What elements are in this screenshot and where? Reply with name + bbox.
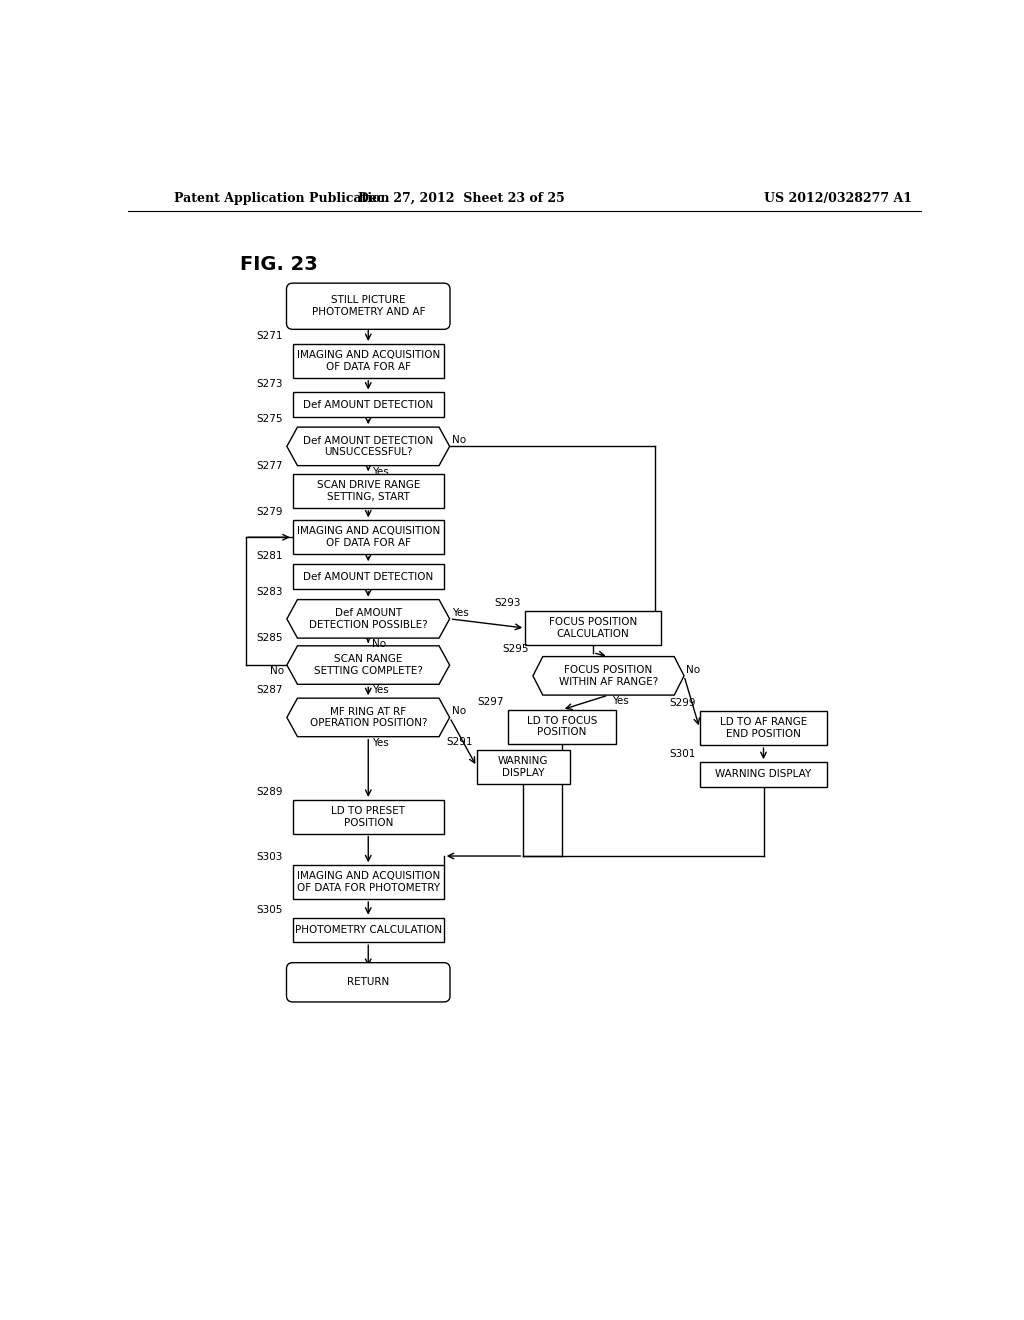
Text: IMAGING AND ACQUISITION
OF DATA FOR AF: IMAGING AND ACQUISITION OF DATA FOR AF [297,350,440,372]
Text: Yes: Yes [452,607,469,618]
Text: S293: S293 [495,598,521,609]
Bar [293,474,443,508]
Text: S271: S271 [256,331,283,341]
Polygon shape [287,698,450,737]
Bar [508,710,616,743]
Text: No: No [686,665,700,675]
Text: Dec. 27, 2012  Sheet 23 of 25: Dec. 27, 2012 Sheet 23 of 25 [357,191,564,205]
Text: S297: S297 [477,697,504,706]
Polygon shape [287,645,450,684]
Bar [293,866,443,899]
Text: Patent Application Publication: Patent Application Publication [174,191,390,205]
Text: MF RING AT RF
OPERATION POSITION?: MF RING AT RF OPERATION POSITION? [309,706,427,729]
Text: LD TO PRESET
POSITION: LD TO PRESET POSITION [331,807,406,828]
Text: S305: S305 [257,904,283,915]
Text: STILL PICTURE
PHOTOMETRY AND AF: STILL PICTURE PHOTOMETRY AND AF [311,296,425,317]
Bar [699,762,827,787]
Text: Def AMOUNT DETECTION
UNSUCCESSFUL?: Def AMOUNT DETECTION UNSUCCESSFUL? [303,436,433,457]
Text: No: No [452,706,466,717]
Text: PHOTOMETRY CALCULATION: PHOTOMETRY CALCULATION [295,925,441,935]
Text: RETURN: RETURN [347,977,389,987]
Text: S295: S295 [503,644,529,653]
Text: Yes: Yes [372,467,389,477]
Text: S303: S303 [257,853,283,862]
Bar [477,750,569,784]
Text: S283: S283 [256,586,283,597]
Text: S285: S285 [256,632,283,643]
Text: Def AMOUNT DETECTION: Def AMOUNT DETECTION [303,572,433,582]
Text: S291: S291 [446,737,473,747]
FancyBboxPatch shape [287,962,450,1002]
Text: FOCUS POSITION
WITHIN AF RANGE?: FOCUS POSITION WITHIN AF RANGE? [559,665,658,686]
Text: Yes: Yes [372,738,389,748]
Text: FIG. 23: FIG. 23 [241,255,318,275]
Text: LD TO FOCUS
POSITION: LD TO FOCUS POSITION [526,715,597,738]
Text: Def AMOUNT
DETECTION POSSIBLE?: Def AMOUNT DETECTION POSSIBLE? [309,609,428,630]
Bar [699,711,827,744]
Text: FOCUS POSITION
CALCULATION: FOCUS POSITION CALCULATION [549,618,637,639]
Text: S273: S273 [256,379,283,389]
Text: WARNING DISPLAY: WARNING DISPLAY [716,770,812,779]
Bar [525,611,660,645]
Bar [293,520,443,554]
Text: LD TO AF RANGE
END POSITION: LD TO AF RANGE END POSITION [720,717,807,739]
Text: S281: S281 [256,552,283,561]
Polygon shape [287,599,450,638]
Text: Yes: Yes [372,685,389,696]
FancyBboxPatch shape [287,284,450,330]
Text: SCAN RANGE
SETTING COMPLETE?: SCAN RANGE SETTING COMPLETE? [313,655,423,676]
Text: Yes: Yes [612,696,629,706]
Bar [293,800,443,834]
Polygon shape [532,656,684,696]
Text: S275: S275 [256,414,283,424]
Text: S289: S289 [256,787,283,797]
Text: No: No [270,667,285,676]
Text: No: No [372,639,386,649]
Text: SCAN DRIVE RANGE
SETTING, START: SCAN DRIVE RANGE SETTING, START [316,480,420,502]
Text: IMAGING AND ACQUISITION
OF DATA FOR PHOTOMETRY: IMAGING AND ACQUISITION OF DATA FOR PHOT… [297,871,440,894]
Bar [293,345,443,378]
Bar [293,564,443,589]
Text: No: No [452,436,466,445]
Text: US 2012/0328277 A1: US 2012/0328277 A1 [764,191,911,205]
Text: WARNING
DISPLAY: WARNING DISPLAY [498,756,549,777]
Text: S287: S287 [256,685,283,696]
Text: IMAGING AND ACQUISITION
OF DATA FOR AF: IMAGING AND ACQUISITION OF DATA FOR AF [297,527,440,548]
Bar [293,917,443,942]
Text: S299: S299 [670,698,695,708]
Polygon shape [287,428,450,466]
Text: Def AMOUNT DETECTION: Def AMOUNT DETECTION [303,400,433,409]
Text: S301: S301 [670,748,695,759]
Text: S277: S277 [256,461,283,471]
Text: S279: S279 [256,507,283,517]
Bar [293,392,443,417]
